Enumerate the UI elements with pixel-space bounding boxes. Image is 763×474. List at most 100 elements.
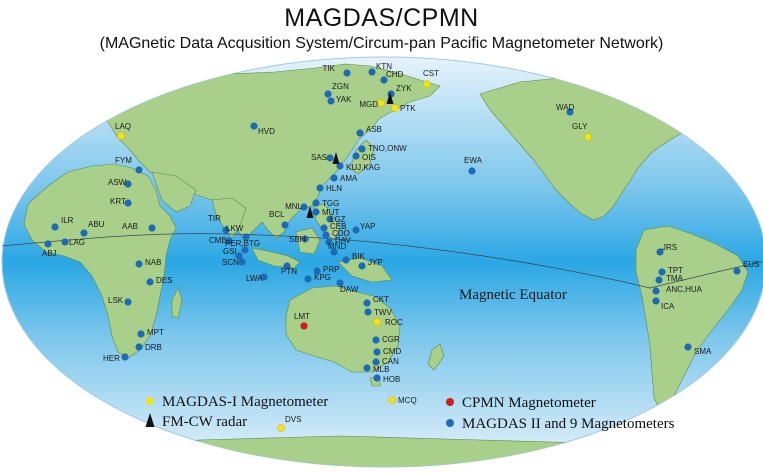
station-label-dvs: DVS [285,415,301,424]
station-marker-hvd [250,122,258,130]
station-ptn: PTN [281,262,297,276]
station-daw: DAW [336,279,359,294]
station-marker-hob [373,374,381,382]
station-label-scn: SCN [222,258,239,267]
station-aab: AAB [122,222,156,232]
land-antarctica [59,435,721,467]
station-her: HER [103,353,129,363]
station-marker-ktn [368,68,376,76]
station-label-mut: MUT [322,208,339,217]
station-marker-can [372,358,380,366]
station-marker-cmd [373,348,381,356]
station-cmb: CMB [209,236,233,245]
station-label-drb: DRB [145,343,162,352]
station-ica: ICA [652,297,675,311]
station-marker-jyp [358,262,366,270]
legend-label-cpmn: CPMN Magnetometer [462,395,596,411]
station-dvs: DVS [277,415,301,432]
station-marker-lmt [300,322,308,330]
station-fym: FYM [115,156,143,174]
station-label-ois: OIS [362,153,376,162]
station-ceb: CEB [320,222,346,232]
station-marker-cgr [372,336,380,344]
station-label-ktn: KTN [376,62,392,71]
station-label-ica: ICA [661,302,675,311]
station-marker-sas [326,154,334,162]
station-sma: SMA [684,343,712,356]
station-kuj-kag: KUJ,KAG [336,162,380,172]
station-label-lwa: LWA [246,274,263,283]
station-marker-tno-onw [358,145,366,153]
station-marker-dvs [277,424,285,432]
station-label-gsi: GSI [223,247,237,256]
station-marker-mnl [300,203,308,211]
station-marker-anc-hua [652,287,660,295]
station-wad: WAD [556,103,575,116]
station-marker-ptk [391,104,399,112]
station-label-roc: ROC [385,318,403,327]
map-title: MAGDAS/CPMN [284,4,479,32]
station-abu: ABU [80,220,105,237]
station-label-lgz: LGZ [330,215,346,224]
land-new-zealand [427,343,445,371]
station-cgr: CGR [372,335,400,344]
station-ama: AMA [330,174,358,183]
station-label-mcq: MCQ [398,396,417,405]
land-philippines [313,203,341,241]
map-subtitle: (MAGnetic Data Acqusition System/Circum-… [99,35,664,52]
station-marker-sbh [301,235,309,243]
station-label-asw: ASW [108,178,127,187]
station-label-kuj-kag: KUJ,KAG [346,163,380,172]
station-marker-prp [313,267,321,275]
legend-marker-radar [145,413,155,427]
land-borneo [295,227,321,255]
station-bik: BIK [342,252,366,264]
station-label-eus: EUS [743,260,759,269]
land-africa [23,163,177,359]
station-mpt: MPT [137,328,164,338]
station-label-mlb: MLB [373,365,389,374]
station-mlb: MLB [363,364,389,374]
station-marker-abu [80,229,88,237]
station-hob: HOB [373,374,400,384]
station-dav: DAV [325,236,352,246]
station-roc: ROC [373,318,403,327]
station-marker-ilr [51,223,59,231]
station-marker-ewa [468,167,476,175]
station-hvd: HVD [250,122,275,136]
station-marker-sma [684,343,692,351]
station-marker-ama [330,174,338,182]
land-arabia [151,171,197,213]
station-mcq: MCQ [388,396,417,405]
station-label-mgd: MGD [359,100,378,109]
station-zgn: ZGN [324,82,349,98]
legend-label-radar: FM-CW radar [162,414,247,430]
station-gsi: GSI [223,247,243,260]
station-label-daw: DAW [340,285,359,294]
station-sas: SAS [311,153,334,162]
station-marker-ois [352,152,360,160]
station-mnd: MND [328,242,346,256]
station-marker-gsi [235,252,243,260]
station-marker-daw [336,279,344,287]
station-label-per-btg: PER,BTG [225,239,260,248]
station-ilr: ILR [51,216,74,231]
station-marker-cst [423,80,431,88]
station-asw: ASW [108,178,132,188]
station-label-jyp: JYP [368,258,383,267]
station-marker-tma [655,276,663,284]
station-label-tma: TMA [666,274,684,283]
station-label-ckt: CKT [373,295,389,304]
station-label-cmd: CMD [383,347,401,356]
station-label-anc-hua: ANC,HUA [666,285,703,294]
station-marker-lgz [326,215,334,223]
station-marker-kpg [304,275,312,283]
station-label-lag: LAG [69,238,85,247]
station-label-cst: CST [423,69,439,78]
station-marker-scn [238,258,246,266]
station-marker-drb [135,343,143,351]
station-marker-gly [584,133,592,141]
station-marker-kuj-kag [336,162,344,170]
station-label-ceb: CEB [330,222,346,231]
station-marker-wad [566,108,574,116]
